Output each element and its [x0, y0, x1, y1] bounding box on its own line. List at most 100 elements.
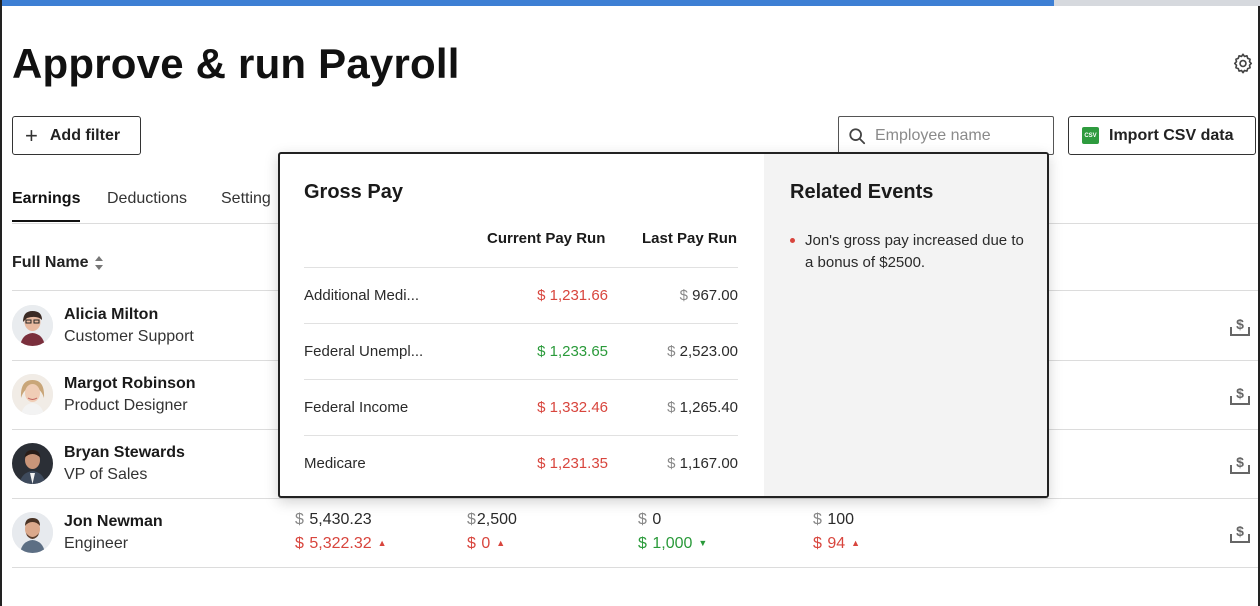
employee-name: Alicia Milton: [64, 306, 159, 323]
related-event-item: Jon's gross pay increased due to a bonus…: [790, 230, 1030, 274]
deduction-label: Medicare: [304, 455, 366, 472]
bonus-previous-value: $2,500: [467, 511, 517, 528]
employee-name: Margot Robinson: [64, 375, 196, 392]
avatar: [12, 374, 53, 415]
related-events-panel: Related Events Jon's gross pay increased…: [764, 154, 1047, 496]
currency-symbol: $: [667, 399, 676, 416]
table-row[interactable]: Jon Newman Engineer $ 5,430.23 $ 5,322.3…: [12, 499, 1258, 567]
avatar: [12, 305, 53, 346]
table-row[interactable]: Bryan Stewards VP of Sales $: [12, 430, 1258, 498]
commission-previous-value: $ 0: [638, 511, 662, 528]
employee-role: VP of Sales: [64, 466, 148, 483]
table-divider: [12, 498, 1258, 499]
svg-text:$: $: [1236, 385, 1244, 401]
avatar: [12, 512, 53, 553]
currency-symbol: $: [467, 535, 476, 552]
currency-symbol: $: [295, 535, 304, 552]
import-csv-label: Import CSV data: [1109, 126, 1234, 144]
gross-pay-row: Federal Income $ 1,332.46 $ 1,265.40: [304, 379, 738, 435]
pay-out-icon[interactable]: $: [1229, 521, 1251, 545]
current-pay-value: $ 1,231.66: [537, 287, 608, 304]
gross-pay-row: Medicare $ 1,231.35 $ 1,167.00: [304, 435, 738, 491]
pay-out-icon[interactable]: $: [1229, 383, 1251, 407]
currency-symbol: $: [638, 511, 647, 528]
deduction-label: Additional Medi...: [304, 287, 420, 304]
current-pay-value: $ 1,332.46: [537, 399, 608, 416]
currency-symbol: $: [537, 399, 546, 416]
currency-symbol: $: [679, 287, 688, 304]
currency-symbol: $: [537, 287, 546, 304]
employee-role: Product Designer: [64, 397, 188, 414]
settings-button[interactable]: [1230, 50, 1256, 76]
currency-symbol: $: [295, 511, 304, 528]
deduction-label: Federal Unempl...: [304, 343, 424, 360]
commission-current-value: $ 1,000 ▼: [638, 535, 708, 552]
csv-file-icon: CSV: [1082, 127, 1099, 144]
last-pay-value: $ 1,167.00: [667, 455, 738, 472]
earnings-previous-value: $ 5,430.23: [295, 511, 372, 528]
currency-symbol: $: [638, 535, 647, 552]
add-filter-label: Add filter: [49, 126, 121, 144]
trend-down-icon: ▼: [698, 538, 708, 548]
currency-symbol: $: [813, 535, 822, 552]
current-pay-value: $ 1,231.35: [537, 455, 608, 472]
trend-up-icon: ▲: [851, 538, 861, 548]
progress-bar-fill: [2, 0, 1055, 6]
gross-pay-row: Additional Medi... $ 1,231.66 $ 967.00: [304, 267, 738, 323]
svg-text:$: $: [1236, 316, 1244, 332]
page-title: Approve & run Payroll: [12, 40, 460, 87]
plus-icon: +: [25, 122, 38, 148]
table-divider: [12, 567, 1258, 568]
progress-bar: [2, 0, 1260, 6]
search-icon: [849, 127, 866, 144]
other-current-value: $ 94 ▲: [813, 535, 861, 552]
current-pay-run-header: Current Pay Run: [487, 230, 606, 247]
tab-settings[interactable]: Setting: [221, 190, 271, 207]
currency-symbol: $: [467, 511, 476, 528]
gear-icon: [1233, 53, 1253, 74]
bonus-current-value: $ 0 ▲: [467, 535, 506, 552]
tab-earnings[interactable]: Earnings: [12, 190, 81, 222]
last-pay-value: $ 1,265.40: [667, 399, 738, 416]
currency-symbol: $: [537, 455, 546, 472]
related-events-title: Related Events: [790, 181, 934, 203]
last-pay-run-header: Last Pay Run: [642, 230, 738, 247]
gross-pay-popover: Gross Pay Current Pay Run Last Pay Run A…: [278, 152, 1049, 498]
table-row[interactable]: Margot Robinson Product Designer $: [12, 361, 1258, 429]
deduction-label: Federal Income: [304, 399, 409, 416]
trend-up-icon: ▲: [496, 538, 506, 548]
currency-symbol: $: [667, 455, 676, 472]
employee-role: Customer Support: [64, 328, 194, 345]
gross-pay-row: Federal Unempl... $ 1,233.65 $ 2,523.00: [304, 323, 738, 379]
currency-symbol: $: [813, 511, 822, 528]
current-pay-value: $ 1,233.65: [537, 343, 608, 360]
full-name-header-label: Full Name: [12, 254, 89, 271]
employee-name: Bryan Stewards: [64, 444, 185, 461]
pay-out-icon[interactable]: $: [1229, 452, 1251, 476]
gross-pay-panel: Gross Pay Current Pay Run Last Pay Run A…: [280, 154, 764, 496]
last-pay-value: $ 2,523.00: [667, 343, 738, 360]
employee-search-input[interactable]: [875, 126, 1045, 145]
popover-title: Gross Pay: [304, 181, 403, 203]
employee-name: Jon Newman: [64, 513, 163, 530]
svg-text:$: $: [1236, 523, 1244, 539]
currency-symbol: $: [667, 343, 676, 360]
import-csv-button[interactable]: CSV Import CSV data: [1068, 116, 1256, 155]
search-box[interactable]: [838, 116, 1054, 155]
pay-out-icon[interactable]: $: [1229, 314, 1251, 338]
bullet-icon: [790, 238, 795, 243]
currency-symbol: $: [537, 343, 546, 360]
svg-text:$: $: [1236, 454, 1244, 470]
full-name-column-header[interactable]: Full Name: [12, 254, 104, 272]
related-event-text: Jon's gross pay increased due to a bonus…: [805, 232, 1024, 271]
avatar: [12, 443, 53, 484]
tab-deductions[interactable]: Deductions: [107, 190, 188, 207]
last-pay-value: $ 967.00: [679, 287, 738, 304]
employee-role: Engineer: [64, 535, 129, 552]
add-filter-button[interactable]: + Add filter: [12, 116, 141, 155]
sort-icon: [94, 255, 104, 271]
table-row[interactable]: Alicia Milton Customer Support $: [12, 292, 1258, 360]
other-previous-value: $ 100: [813, 511, 855, 528]
earnings-current-value: $ 5,322.32 ▲: [295, 535, 387, 552]
trend-up-icon: ▲: [377, 538, 387, 548]
